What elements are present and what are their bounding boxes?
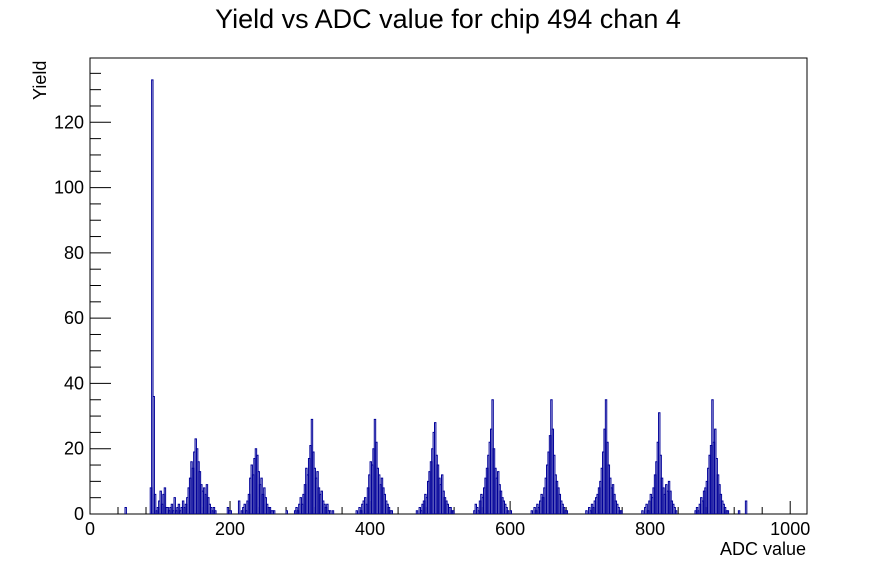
- histogram-bin: [506, 510, 510, 514]
- histogram-bin: [124, 506, 127, 514]
- x-tick-label: 400: [355, 519, 385, 539]
- histogram-bin: [173, 497, 176, 514]
- x-axis-label: ADC value: [720, 539, 806, 559]
- x-tick-label: 1000: [770, 519, 810, 539]
- x-tick-label: 600: [495, 519, 525, 539]
- y-axis-label: Yield: [30, 61, 50, 100]
- histogram-bin: [331, 510, 335, 514]
- x-tick-label: 200: [215, 519, 245, 539]
- histogram-bin: [285, 510, 288, 514]
- histogram-bin: [214, 510, 217, 514]
- histogram-bin: [163, 487, 167, 514]
- histogram-bin: [509, 510, 513, 514]
- histogram-bin: [390, 510, 393, 514]
- chart-title: Yield vs ADC value for chip 494 chan 4: [215, 4, 681, 34]
- histogram-bin: [585, 510, 588, 514]
- histogram-bin: [170, 503, 174, 514]
- y-tick-label: 20: [64, 439, 84, 459]
- histogram-bin: [159, 490, 162, 514]
- histogram-bin: [151, 79, 154, 514]
- histogram-bin: [674, 510, 678, 514]
- y-tick-label: 100: [54, 178, 84, 198]
- histogram-bin: [229, 510, 232, 514]
- histogram-bin: [415, 510, 419, 514]
- histogram-bin: [737, 510, 741, 514]
- y-tick-label: 0: [74, 504, 84, 524]
- y-tick-label: 60: [64, 308, 84, 328]
- y-axis: 0 20 40 60 80 100 120: [54, 72, 111, 524]
- y-tick-label: 80: [64, 243, 84, 263]
- histogram-bin: [326, 503, 329, 514]
- histogram-bin: [744, 500, 748, 514]
- histogram-bin: [243, 503, 246, 514]
- x-tick-label: 0: [85, 519, 95, 539]
- histogram-bin: [645, 503, 648, 514]
- histogram-bin: [641, 510, 644, 514]
- histogram-bin: [328, 510, 332, 514]
- histogram-bin: [237, 500, 241, 514]
- histogram-bin: [153, 493, 157, 514]
- y-tick-label: 120: [54, 112, 84, 132]
- histogram-bin: [177, 503, 181, 514]
- y-tick-label: 40: [64, 373, 84, 393]
- histogram-series: [124, 79, 748, 514]
- histogram-bin: [530, 510, 534, 514]
- histogram-bin: [565, 510, 569, 514]
- histogram-bin: [272, 510, 276, 514]
- histogram-bin: [355, 510, 358, 514]
- histogram-bin: [620, 510, 623, 514]
- histogram-bin: [152, 395, 155, 514]
- histogram-bin: [452, 510, 455, 514]
- x-tick-label: 800: [635, 519, 665, 539]
- histogram-bin: [726, 510, 730, 514]
